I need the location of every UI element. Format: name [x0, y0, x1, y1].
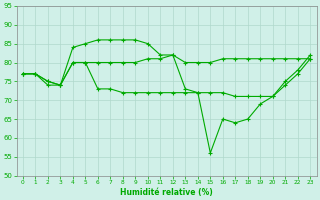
X-axis label: Humidité relative (%): Humidité relative (%)	[120, 188, 213, 197]
